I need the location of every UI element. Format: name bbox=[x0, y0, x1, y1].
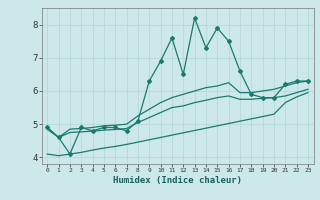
X-axis label: Humidex (Indice chaleur): Humidex (Indice chaleur) bbox=[113, 176, 242, 185]
